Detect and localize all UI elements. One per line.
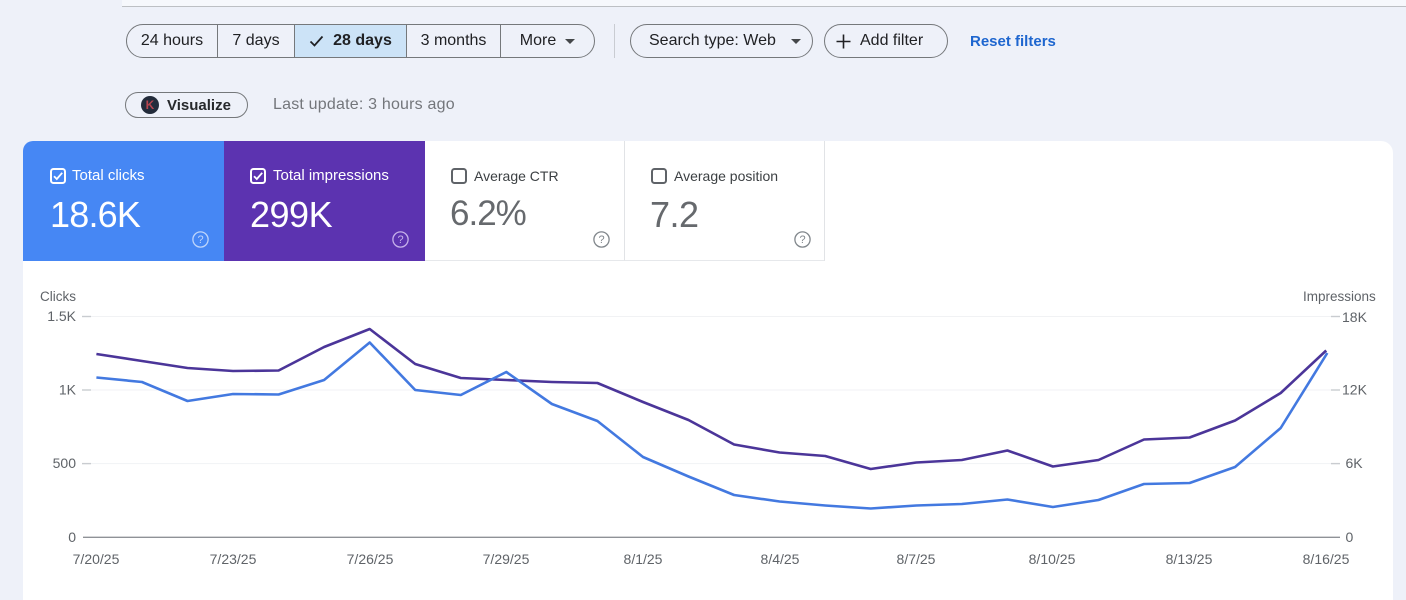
svg-text:1.5K: 1.5K	[47, 308, 76, 324]
svg-text:8/16/25: 8/16/25	[1303, 551, 1350, 567]
svg-text:?: ?	[197, 234, 203, 246]
svg-text:8/4/25: 8/4/25	[761, 551, 800, 567]
svg-text:0: 0	[68, 529, 76, 545]
svg-text:Clicks: Clicks	[40, 289, 76, 304]
svg-text:7/29/25: 7/29/25	[483, 551, 530, 567]
svg-text:8/10/25: 8/10/25	[1029, 551, 1076, 567]
svg-text:8/13/25: 8/13/25	[1166, 551, 1213, 567]
svg-text:8/7/25: 8/7/25	[897, 551, 936, 567]
svg-text:1K: 1K	[59, 382, 77, 398]
svg-text:7/20/25: 7/20/25	[73, 551, 120, 567]
svg-text:?: ?	[799, 234, 805, 246]
svg-text:18K: 18K	[1342, 309, 1368, 325]
svg-text:Impressions: Impressions	[1303, 289, 1376, 304]
svg-text:6K: 6K	[1346, 455, 1364, 471]
svg-text:8/1/25: 8/1/25	[624, 551, 663, 567]
svg-text:?: ?	[598, 234, 604, 246]
svg-text:?: ?	[397, 234, 403, 246]
svg-text:500: 500	[53, 455, 77, 471]
svg-text:12K: 12K	[1342, 382, 1368, 398]
svg-text:7/26/25: 7/26/25	[347, 551, 394, 567]
svg-text:7/23/25: 7/23/25	[210, 551, 257, 567]
svg-text:0: 0	[1346, 529, 1354, 545]
